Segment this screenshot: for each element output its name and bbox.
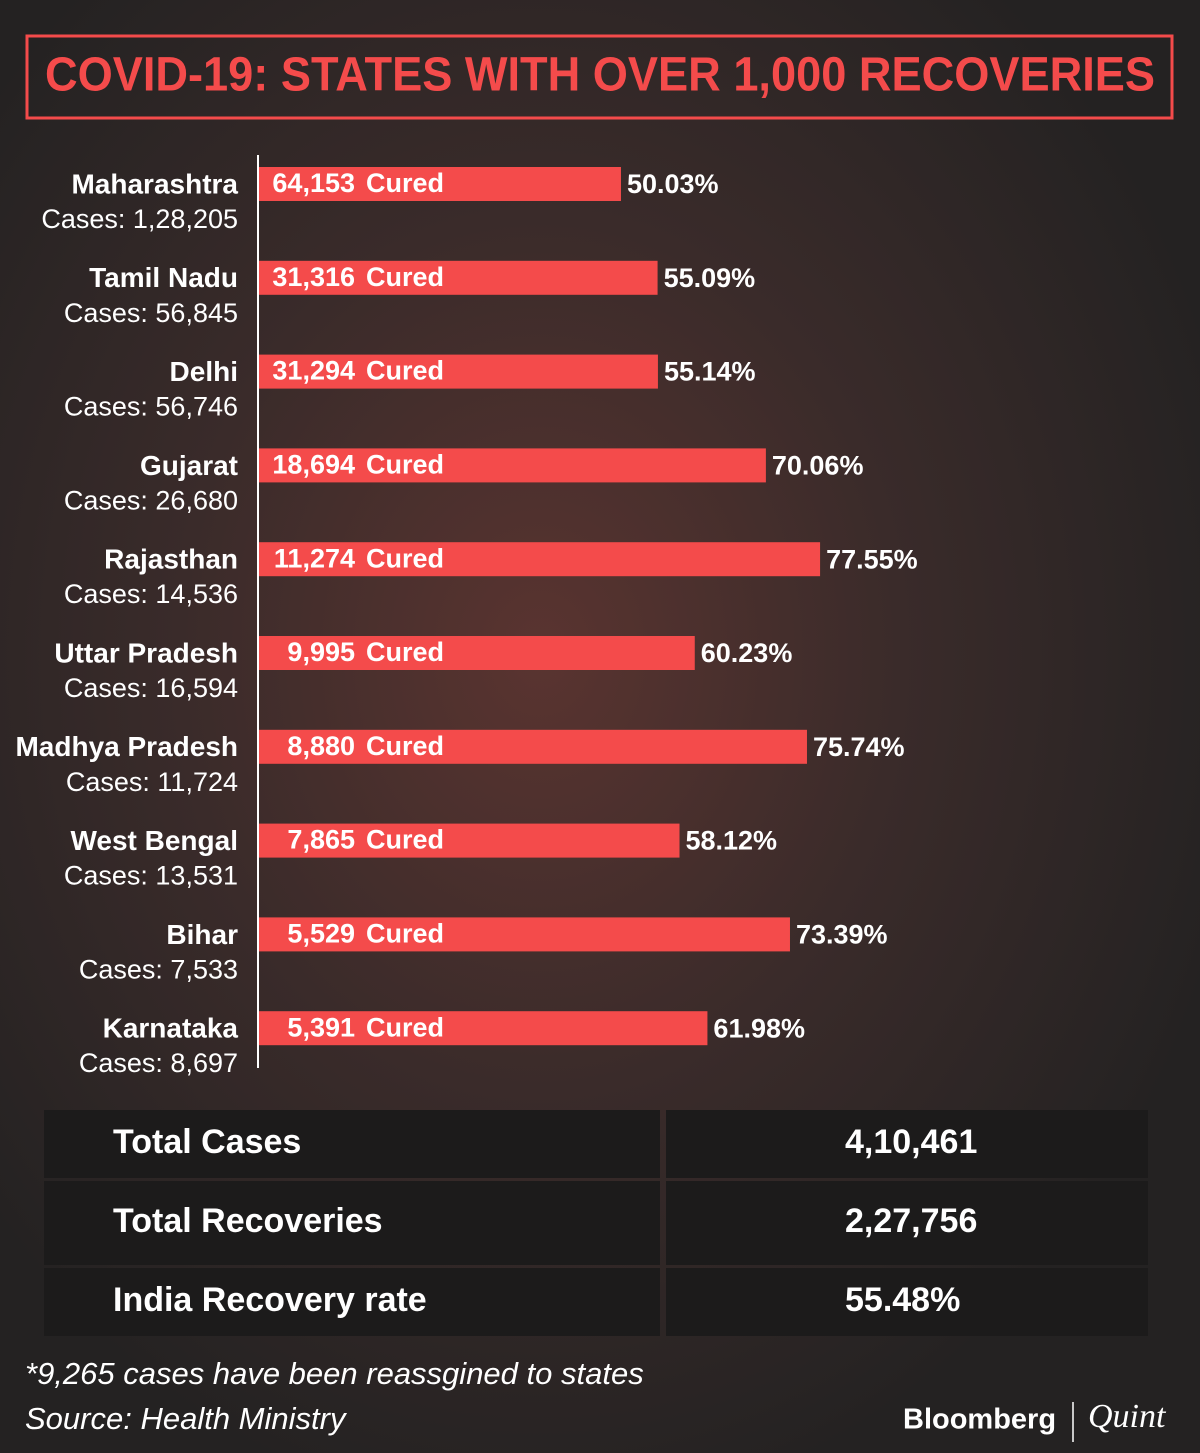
table-cell (44, 1181, 660, 1265)
value-label: 61.98% (713, 1013, 805, 1043)
cases-prefix: Cases: (79, 955, 163, 985)
state-label: Gujarat (140, 450, 238, 481)
cases-value: 11,724 (157, 767, 238, 797)
table-cell (666, 1110, 1148, 1178)
cured-value: 7,865 (287, 825, 355, 855)
cases-value: 56,746 (155, 392, 238, 422)
value-label: 58.12% (685, 826, 777, 856)
table-cell (666, 1268, 1148, 1336)
bar (259, 354, 658, 389)
cases-label: Cases: 56,845 (64, 298, 238, 328)
cured-suffix: Cured (366, 919, 444, 949)
table-value: 4,10,461 (845, 1123, 977, 1161)
cured-suffix: Cured (366, 450, 444, 480)
cured-suffix: Cured (366, 637, 444, 667)
cured-suffix: Cured (366, 262, 444, 292)
brand-right: Quint (1088, 1398, 1167, 1435)
table-cell (44, 1110, 660, 1178)
cases-prefix: Cases: (64, 298, 148, 328)
bar (259, 729, 807, 764)
cases-label: Cases: 1,28,205 (41, 204, 238, 234)
cases-prefix: Cases: (79, 1048, 163, 1078)
cured-suffix: Cured (366, 731, 444, 761)
source: Source: Health Ministry (25, 1401, 348, 1436)
cases-value: 7,533 (170, 955, 238, 985)
cases-value: 14,536 (155, 579, 238, 609)
table-value: 2,27,756 (845, 1202, 977, 1240)
value-label: 50.03% (627, 169, 719, 199)
bar (259, 260, 658, 295)
cured-suffix: Cured (366, 543, 444, 573)
cases-prefix: Cases: (64, 486, 148, 516)
cured-suffix: Cured (366, 168, 444, 198)
bar (259, 448, 766, 483)
bar (259, 823, 680, 858)
bar (259, 1011, 708, 1046)
cases-label: Cases: 8,697 (79, 1048, 238, 1078)
table-value: 55.48% (845, 1281, 960, 1319)
bar (259, 167, 621, 201)
cases-prefix: Cases: (66, 767, 150, 797)
value-label: 55.09% (664, 263, 756, 293)
state-label: West Bengal (70, 825, 238, 856)
cured-value: 31,316 (272, 262, 355, 292)
cured-value: 5,391 (287, 1012, 355, 1042)
cured-suffix: Cured (366, 356, 444, 386)
state-label: Tamil Nadu (89, 262, 238, 293)
cases-value: 16,594 (155, 673, 238, 703)
chart-title: COVID-19: STATES WITH OVER 1,000 RECOVER… (45, 49, 1155, 102)
cases-prefix: Cases: (64, 392, 148, 422)
cured-value: 11,274 (274, 543, 355, 573)
cured-suffix: Cured (366, 1012, 444, 1042)
cases-label: Cases: 7,533 (79, 955, 238, 985)
state-label: Rajasthan (104, 544, 238, 575)
cases-prefix: Cases: (41, 204, 125, 234)
bar (259, 542, 821, 577)
cured-value: 8,880 (287, 731, 355, 761)
value-label: 70.06% (772, 451, 864, 481)
cases-prefix: Cases: (64, 861, 148, 891)
title-box (25, 34, 1174, 120)
cases-prefix: Cases: (64, 579, 148, 609)
cases-label: Cases: 56,746 (64, 392, 238, 422)
cases-label: Cases: 16,594 (64, 673, 238, 703)
cured-value: 5,529 (287, 919, 355, 949)
footnote: *9,265 cases have been reassgined to sta… (25, 1356, 644, 1391)
table-label: Total Cases (113, 1123, 301, 1161)
cured-value: 18,694 (272, 450, 355, 480)
value-label: 73.39% (796, 920, 888, 950)
state-label: Uttar Pradesh (54, 637, 238, 668)
bar (259, 636, 695, 670)
cases-label: Cases: 13,531 (64, 861, 238, 891)
cases-value: 13,531 (155, 861, 238, 891)
cases-label: Cases: 14,536 (64, 579, 238, 609)
cured-value: 9,995 (287, 637, 355, 667)
cases-value: 56,845 (155, 298, 238, 328)
cured-suffix: Cured (366, 825, 444, 855)
value-label: 55.14% (664, 357, 756, 387)
state-label: Bihar (166, 919, 238, 950)
value-label: 77.55% (826, 544, 918, 574)
cases-label: Cases: 11,724 (66, 767, 238, 797)
cases-value: 26,680 (155, 486, 238, 516)
cases-value: 8,697 (170, 1048, 238, 1078)
table-cell (666, 1181, 1148, 1265)
value-label: 60.23% (701, 638, 793, 668)
table-label: India Recovery rate (113, 1281, 427, 1319)
bar (259, 917, 790, 952)
state-label: Karnataka (103, 1013, 239, 1044)
cases-prefix: Cases: (64, 673, 148, 703)
cured-value: 31,294 (272, 356, 355, 386)
cases-label: Cases: 26,680 (64, 486, 238, 516)
state-label: Madhya Pradesh (15, 731, 238, 762)
brand-left: Bloomberg (903, 1404, 1056, 1436)
state-label: Maharashtra (71, 168, 238, 199)
cases-value: 1,28,205 (133, 204, 238, 234)
state-label: Delhi (170, 356, 238, 387)
value-label: 75.74% (813, 732, 905, 762)
table-cell (44, 1268, 660, 1336)
table-label: Total Recoveries (113, 1202, 383, 1240)
cured-value: 64,153 (272, 168, 355, 198)
